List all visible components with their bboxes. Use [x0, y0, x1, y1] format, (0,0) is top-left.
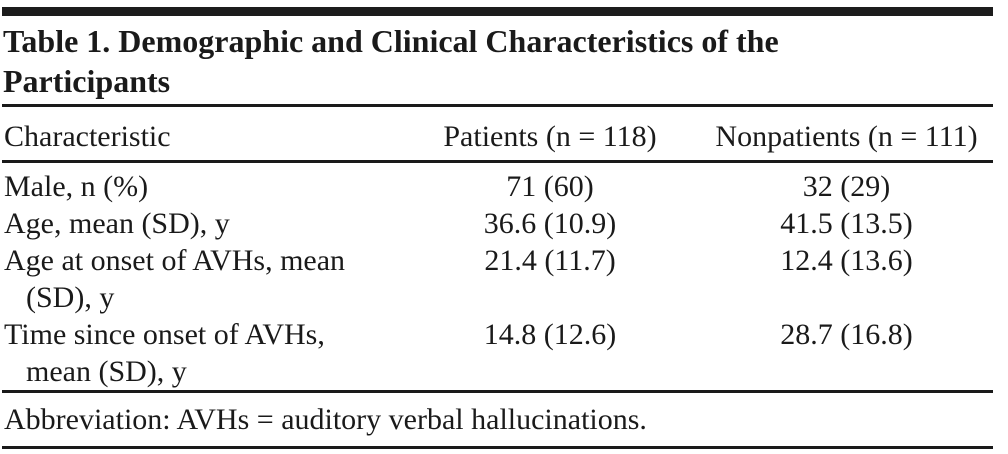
patients-value: 14.8 (12.6)	[483, 318, 617, 351]
nonpatients-value: 41.5 (13.5)	[780, 207, 913, 240]
patients-value: 21.4 (11.7)	[484, 244, 616, 277]
row-label-continuation: mean (SD), y	[26, 355, 187, 388]
header-row: Characteristic Patients (n = 118) Nonpat…	[2, 105, 993, 163]
table-body: Male, n (%) 71 (60) 32 (29) Age, mean (S…	[2, 162, 993, 392]
nonpatients-value: 12.4 (13.6)	[780, 244, 913, 277]
table-title: Table 1. Demographic and Clinical Charac…	[3, 21, 973, 101]
table-top-bar	[2, 7, 993, 16]
row-label-line: Time since onset of AVHs,	[4, 318, 325, 351]
row-label-line: Male, n (%)	[4, 170, 149, 203]
row-label-continuation: (SD), y	[26, 281, 115, 314]
demographics-table: Characteristic Patients (n = 118) Nonpat…	[2, 104, 993, 449]
table-title-line-2: Participants	[3, 63, 171, 99]
nonpatients-value: 28.7 (16.8)	[780, 318, 913, 351]
patients-value: 36.6 (10.9)	[483, 207, 617, 240]
row-label-line: Age, mean (SD), y	[4, 207, 230, 240]
column-header-patients: Patients (n = 118)	[400, 105, 700, 163]
table-row-age-at-onset: Age at onset of AVHs, mean (SD), y 21.4 (…	[2, 242, 993, 316]
row-label: Male, n (%)	[2, 162, 400, 206]
row-label: Age, mean (SD), y	[2, 205, 400, 242]
table-footer: Abbreviation: AVHs = auditory verbal hal…	[2, 390, 993, 449]
row-label: Age at onset of AVHs, mean (SD), y	[2, 242, 400, 316]
table-footnote: Abbreviation: AVHs = auditory verbal hal…	[2, 390, 993, 449]
footnote-row: Abbreviation: AVHs = auditory verbal hal…	[2, 390, 993, 449]
table-header: Characteristic Patients (n = 118) Nonpat…	[2, 105, 993, 163]
table-title-line-1: Table 1. Demographic and Clinical Charac…	[3, 23, 779, 59]
table-row-time-since-onset: Time since onset of AVHs, mean (SD), y 14…	[2, 316, 993, 392]
table-row-age: Age, mean (SD), y 36.6 (10.9) 41.5 (13.5…	[2, 205, 993, 242]
table-row-male: Male, n (%) 71 (60) 32 (29)	[2, 162, 993, 206]
column-header-nonpatients: Nonpatients (n = 111)	[700, 105, 993, 163]
column-header-characteristic: Characteristic	[2, 105, 400, 163]
patients-value: 71 (60)	[506, 170, 594, 203]
row-label: Time since onset of AVHs, mean (SD), y	[2, 316, 400, 392]
row-label-line: Age at onset of AVHs, mean	[4, 244, 346, 277]
nonpatients-value: 32 (29)	[802, 170, 891, 203]
